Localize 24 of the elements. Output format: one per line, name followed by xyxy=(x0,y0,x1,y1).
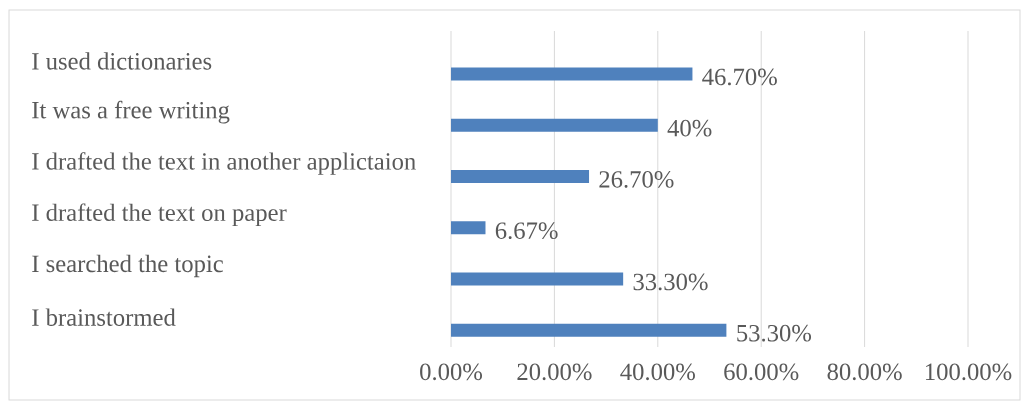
x-tick-label: 60.00% xyxy=(724,363,799,381)
x-tick-label: 100.00% xyxy=(925,363,1012,381)
bar xyxy=(451,169,590,183)
x-tick-label: 0.00% xyxy=(420,363,483,381)
bar xyxy=(451,118,658,132)
bar xyxy=(451,323,727,337)
y-tick-label: I searched the topic xyxy=(32,254,223,278)
x-tick-label: 80.00% xyxy=(827,363,902,381)
bar xyxy=(451,221,486,235)
data-label: 26.70% xyxy=(599,171,674,188)
y-tick-label: I brainstormed xyxy=(32,308,176,326)
x-tick-label: 40.00% xyxy=(620,363,695,381)
data-label: 46.70% xyxy=(702,68,777,86)
data-label: 40% xyxy=(667,119,712,137)
y-tick-label: I drafted the text in another applictaion xyxy=(32,152,416,175)
bar xyxy=(451,67,693,81)
y-tick-label: I used dictionaries xyxy=(32,52,212,70)
bar xyxy=(451,272,624,286)
data-label: 6.67% xyxy=(495,222,558,240)
data-label: 33.30% xyxy=(633,273,708,291)
data-label: 53.30% xyxy=(737,324,812,342)
y-tick-label: It was a free writing xyxy=(32,100,230,124)
x-tick-label: 20.00% xyxy=(517,363,592,381)
y-tick-label: I drafted the text on paper xyxy=(32,203,287,227)
